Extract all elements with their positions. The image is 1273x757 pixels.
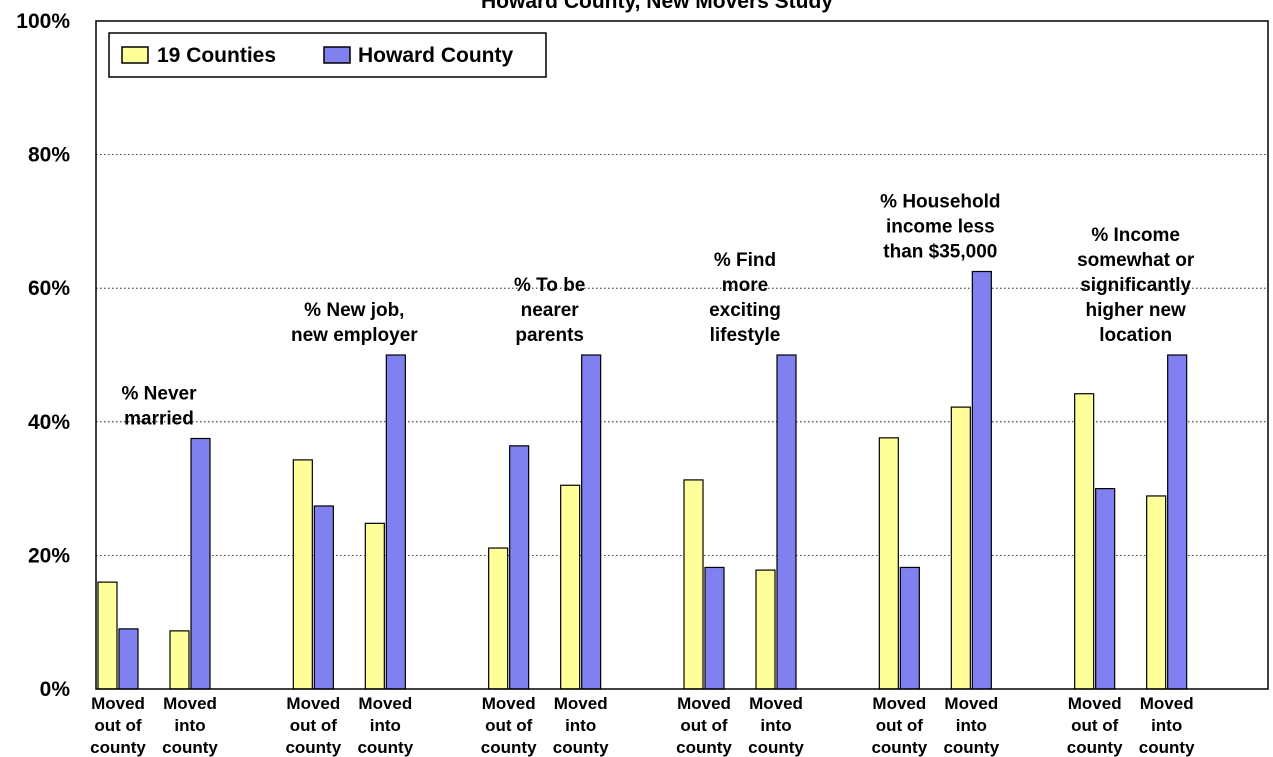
bar-19-counties	[364, 522, 385, 690]
bars	[97, 270, 1188, 690]
x-axis-labels: Moved out of county Moved into county Moved out…	[90, 694, 1195, 757]
group-annotation-line: significantly	[1080, 275, 1191, 296]
y-tick-label: 0%	[40, 678, 71, 701]
x-tick-label: county	[90, 738, 146, 757]
x-tick-label: out of	[290, 716, 338, 735]
x-tick-label: county	[1067, 738, 1123, 757]
bar-howard-county	[1167, 354, 1188, 690]
plot-area-frame	[95, 20, 1269, 690]
x-tick-label: county	[162, 738, 218, 757]
group-annotation-line: married	[124, 409, 194, 430]
bar-howard-county	[509, 445, 530, 690]
bar-19-counties	[755, 569, 776, 690]
bar-19-counties	[292, 459, 313, 690]
x-tick-label: county	[676, 738, 732, 757]
group-annotation-line: higher new	[1086, 300, 1187, 321]
bar-howard-county	[385, 354, 406, 690]
group-annotation-line: new employer	[291, 325, 418, 346]
group-annotation-line: lifestyle	[710, 325, 781, 346]
x-tick-label: out of	[1071, 716, 1119, 735]
group-annotation-line: nearer	[521, 300, 580, 321]
y-tick-label: 100%	[16, 10, 70, 33]
legend-swatch-howard-county	[323, 46, 351, 64]
group-annotation-line: parents	[515, 325, 584, 346]
x-tick-label: Moved	[944, 694, 998, 713]
x-tick-label: into	[956, 716, 987, 735]
x-tick-label: Moved	[358, 694, 412, 713]
group-annotation-line: than $35,000	[883, 242, 997, 263]
group-annotation-line: % Household	[880, 192, 1000, 213]
group-annotation-line: % Never	[122, 384, 198, 405]
bar-howard-county	[313, 505, 334, 690]
x-tick-label: into	[370, 716, 401, 735]
group-annotation-line: exciting	[709, 300, 781, 321]
group-annotation-line: more	[722, 275, 768, 296]
y-axis-tick-labels: 0% 20% 40% 60% 80% 100%	[16, 10, 70, 701]
bar-19-counties	[560, 484, 581, 690]
x-tick-label: into	[174, 716, 205, 735]
x-tick-label: Moved	[1140, 694, 1194, 713]
bar-howard-county	[190, 437, 211, 690]
y-tick-label: 60%	[28, 277, 70, 300]
group-annotation-line: % Find	[714, 250, 776, 271]
y-tick-label: 80%	[28, 144, 70, 167]
bar-19-counties	[1146, 495, 1167, 690]
x-tick-label: county	[1139, 738, 1195, 757]
bar-19-counties	[169, 630, 190, 690]
y-tick-label: 40%	[28, 411, 70, 434]
x-tick-label: Moved	[749, 694, 803, 713]
bar-19-counties	[683, 479, 704, 690]
bar-howard-county	[1095, 488, 1116, 690]
x-tick-label: Moved	[872, 694, 926, 713]
bar-howard-county	[971, 270, 992, 690]
x-tick-label: county	[553, 738, 609, 757]
legend-label-19-counties: 19 Counties	[157, 44, 276, 67]
legend-label-howard-county: Howard County	[358, 44, 513, 67]
bar-19-counties	[488, 547, 509, 690]
group-annotations: % Never married % New job, new employer % To…	[122, 192, 1195, 430]
x-tick-label: out of	[94, 716, 142, 735]
group-annotation-line: income less	[886, 217, 995, 238]
x-tick-label: county	[871, 738, 927, 757]
x-tick-label: county	[357, 738, 413, 757]
x-tick-label: county	[943, 738, 999, 757]
y-tick-label: 20%	[28, 544, 70, 567]
x-tick-label: out of	[680, 716, 728, 735]
bar-howard-county	[704, 566, 725, 690]
bar-19-counties	[97, 581, 118, 690]
bar-19-counties	[1074, 393, 1095, 690]
group-annotation-line: % Income	[1091, 225, 1180, 246]
bar-19-counties	[950, 406, 971, 690]
x-tick-label: Moved	[482, 694, 536, 713]
chart-title: Howard County, New Movers Study	[481, 0, 833, 13]
x-tick-label: county	[481, 738, 537, 757]
legend: 19 Counties Howard County	[108, 32, 547, 78]
group-annotation-line: % New job,	[304, 300, 404, 321]
group-annotation-line: somewhat or	[1077, 250, 1195, 271]
x-tick-label: into	[760, 716, 791, 735]
group-annotation-line: location	[1099, 325, 1172, 346]
x-tick-label: county	[748, 738, 804, 757]
bar-howard-county	[118, 628, 139, 690]
x-tick-label: out of	[485, 716, 533, 735]
bar-19-counties	[878, 437, 899, 690]
x-tick-label: Moved	[554, 694, 608, 713]
x-tick-label: Moved	[677, 694, 731, 713]
group-annotation-line: % To be	[514, 275, 585, 296]
x-tick-label: Moved	[1068, 694, 1122, 713]
x-tick-label: county	[285, 738, 341, 757]
bar-howard-county	[899, 566, 920, 690]
gridlines	[96, 154, 1268, 556]
x-tick-label: into	[1151, 716, 1182, 735]
x-tick-label: into	[565, 716, 596, 735]
bar-howard-county	[776, 354, 797, 690]
legend-swatch-19-counties	[121, 46, 149, 64]
x-tick-label: Moved	[286, 694, 340, 713]
x-tick-label: Moved	[163, 694, 217, 713]
x-tick-label: out of	[876, 716, 924, 735]
x-tick-label: Moved	[91, 694, 145, 713]
bar-howard-county	[581, 354, 602, 690]
